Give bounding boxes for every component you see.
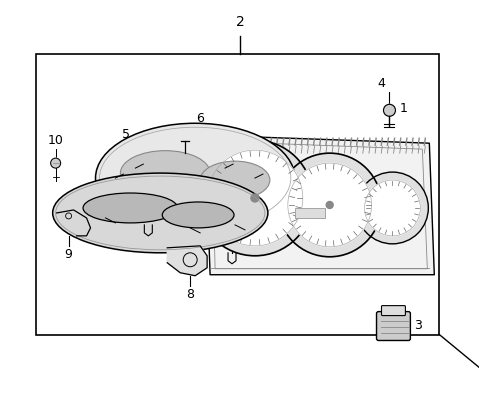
Ellipse shape bbox=[200, 161, 270, 199]
Circle shape bbox=[364, 180, 420, 236]
Text: 5: 5 bbox=[122, 128, 131, 141]
Ellipse shape bbox=[83, 193, 178, 223]
Circle shape bbox=[251, 194, 259, 202]
Ellipse shape bbox=[96, 123, 295, 233]
Text: 4: 4 bbox=[378, 77, 385, 90]
Text: 1: 1 bbox=[399, 102, 408, 115]
FancyBboxPatch shape bbox=[376, 312, 410, 340]
Circle shape bbox=[197, 140, 313, 256]
Text: 9: 9 bbox=[65, 248, 72, 261]
Circle shape bbox=[51, 158, 60, 168]
Bar bbox=[200, 225, 210, 239]
Text: 3: 3 bbox=[414, 319, 422, 332]
Text: 2: 2 bbox=[236, 15, 244, 29]
Ellipse shape bbox=[120, 151, 210, 195]
Bar bbox=[200, 187, 210, 201]
Text: 8: 8 bbox=[186, 288, 194, 301]
Circle shape bbox=[288, 163, 372, 247]
Text: 6: 6 bbox=[196, 112, 204, 125]
Ellipse shape bbox=[162, 202, 234, 228]
Circle shape bbox=[384, 104, 396, 116]
Polygon shape bbox=[205, 135, 434, 275]
Circle shape bbox=[357, 172, 428, 244]
FancyBboxPatch shape bbox=[382, 306, 406, 316]
Ellipse shape bbox=[53, 173, 268, 253]
Text: 10: 10 bbox=[48, 134, 63, 147]
Circle shape bbox=[326, 202, 333, 208]
Circle shape bbox=[207, 150, 303, 246]
Circle shape bbox=[278, 153, 382, 257]
Text: 7: 7 bbox=[228, 228, 236, 241]
Bar bbox=[200, 152, 210, 166]
Text: 7: 7 bbox=[144, 200, 152, 213]
Bar bbox=[36, 53, 439, 334]
Polygon shape bbox=[167, 246, 207, 276]
Bar bbox=[295, 208, 324, 218]
